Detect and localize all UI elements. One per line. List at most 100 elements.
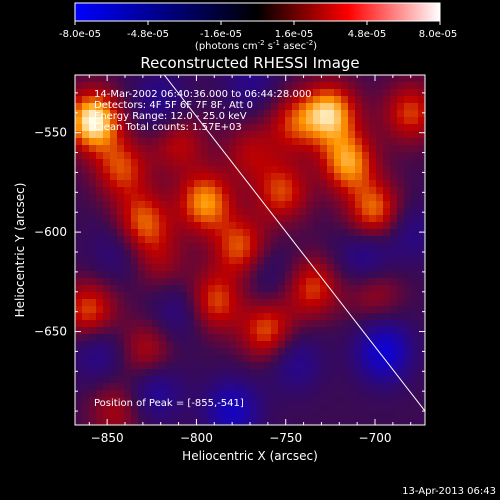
heatmap-cell bbox=[390, 124, 398, 132]
heatmap-cell bbox=[257, 75, 265, 83]
heatmap-cell bbox=[348, 250, 356, 258]
heatmap-cell bbox=[124, 131, 132, 139]
heatmap-cell bbox=[201, 103, 209, 111]
heatmap-cell bbox=[208, 187, 216, 195]
heatmap-cell bbox=[404, 285, 412, 293]
heatmap-cell bbox=[215, 75, 223, 83]
heatmap-cell bbox=[194, 313, 202, 321]
heatmap-cell bbox=[89, 320, 97, 328]
heatmap-cell bbox=[411, 299, 419, 307]
heatmap-cell bbox=[96, 292, 104, 300]
heatmap-cell bbox=[138, 243, 146, 251]
heatmap-cell bbox=[264, 103, 272, 111]
heatmap-cell bbox=[159, 201, 167, 209]
heatmap-cell bbox=[418, 404, 425, 412]
heatmap-cell bbox=[257, 404, 265, 412]
heatmap-cell bbox=[264, 292, 272, 300]
heatmap-cell bbox=[75, 82, 83, 90]
heatmap-cell bbox=[194, 320, 202, 328]
heatmap-cell bbox=[362, 313, 370, 321]
heatmap-cell bbox=[180, 103, 188, 111]
heatmap-cell bbox=[229, 257, 237, 265]
heatmap-cell bbox=[173, 124, 181, 132]
heatmap-cell bbox=[103, 397, 111, 405]
heatmap-cell bbox=[313, 138, 321, 146]
heatmap-cell bbox=[278, 404, 286, 412]
heatmap-cell bbox=[222, 271, 230, 279]
heatmap-cell bbox=[243, 397, 251, 405]
heatmap-cell bbox=[390, 194, 398, 202]
heatmap-cell bbox=[250, 397, 258, 405]
heatmap-cell bbox=[299, 292, 307, 300]
heatmap-cell bbox=[327, 348, 335, 356]
heatmap-cell bbox=[124, 236, 132, 244]
heatmap-cell bbox=[355, 390, 363, 398]
heatmap-cell bbox=[369, 278, 377, 286]
heatmap-cell bbox=[271, 75, 279, 83]
heatmap-cell bbox=[173, 145, 181, 153]
heatmap-cell bbox=[278, 215, 286, 223]
heatmap-cell bbox=[82, 152, 90, 160]
heatmap-cell bbox=[285, 208, 293, 216]
heatmap-cell bbox=[411, 404, 419, 412]
heatmap-cell bbox=[110, 264, 118, 272]
heatmap-cell bbox=[320, 75, 328, 83]
heatmap-cell bbox=[152, 348, 160, 356]
heatmap-cell bbox=[82, 383, 90, 391]
heatmap-cell bbox=[229, 397, 237, 405]
heatmap-cell bbox=[257, 250, 265, 258]
colorbar-ticks bbox=[74, 21, 441, 25]
heatmap-cell bbox=[257, 215, 265, 223]
heatmap-cell bbox=[131, 166, 139, 174]
heatmap-cell bbox=[110, 89, 118, 97]
heatmap-cell bbox=[131, 110, 139, 118]
heatmap-cell bbox=[411, 187, 419, 195]
heatmap-cell bbox=[362, 117, 370, 125]
heatmap-cell bbox=[194, 306, 202, 314]
heatmap-cell bbox=[285, 292, 293, 300]
heatmap-cell bbox=[173, 201, 181, 209]
heatmap-cell bbox=[271, 152, 279, 160]
heatmap-cell bbox=[390, 96, 398, 104]
heatmap-cell bbox=[250, 131, 258, 139]
heatmap-cell bbox=[75, 75, 83, 83]
heatmap-cell bbox=[411, 173, 419, 181]
heatmap-cell bbox=[166, 187, 174, 195]
heatmap-cell bbox=[180, 75, 188, 83]
heatmap-cell bbox=[124, 278, 132, 286]
heatmap-cell bbox=[96, 390, 104, 398]
heatmap-cell bbox=[138, 96, 146, 104]
heatmap-cell bbox=[383, 397, 391, 405]
heatmap-cell bbox=[145, 299, 153, 307]
heatmap-cell bbox=[390, 250, 398, 258]
heatmap-cell bbox=[397, 355, 405, 363]
heatmap-cell bbox=[390, 257, 398, 265]
heatmap-cell bbox=[187, 82, 195, 90]
heatmap-cell bbox=[250, 313, 258, 321]
heatmap-cell bbox=[397, 236, 405, 244]
heatmap-cell bbox=[159, 390, 167, 398]
heatmap-cell bbox=[362, 138, 370, 146]
heatmap-cell bbox=[257, 229, 265, 237]
heatmap-cell bbox=[369, 376, 377, 384]
heatmap-cell bbox=[327, 250, 335, 258]
heatmap-cell bbox=[75, 131, 83, 139]
heatmap-cell bbox=[187, 222, 195, 230]
heatmap-cell bbox=[194, 278, 202, 286]
heatmap-cell bbox=[166, 103, 174, 111]
heatmap-cell bbox=[215, 152, 223, 160]
heatmap-cell bbox=[285, 110, 293, 118]
heatmap-cell bbox=[166, 313, 174, 321]
heatmap-cell bbox=[89, 229, 97, 237]
heatmap-cell bbox=[404, 292, 412, 300]
heatmap-cell bbox=[194, 341, 202, 349]
heatmap-cell bbox=[236, 75, 244, 83]
heatmap-cell bbox=[418, 411, 425, 419]
heatmap-cell bbox=[376, 173, 384, 181]
heatmap-cell bbox=[327, 194, 335, 202]
heatmap-cell bbox=[145, 355, 153, 363]
heatmap-cell bbox=[208, 264, 216, 272]
heatmap-cell bbox=[320, 341, 328, 349]
heatmap-cell bbox=[271, 145, 279, 153]
heatmap-cell bbox=[404, 418, 412, 425]
